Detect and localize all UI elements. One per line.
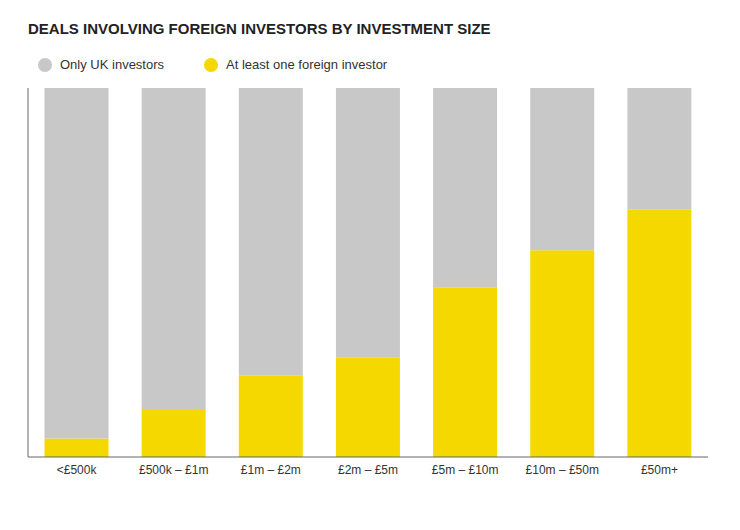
svg-text:£50m+: £50m+ [641, 463, 678, 477]
svg-text:£1m – £2m: £1m – £2m [241, 463, 301, 477]
svg-text:£10m – £50m: £10m – £50m [526, 463, 599, 477]
html-text:Only UK investors: Only UK investors [60, 57, 164, 72]
svg-text:£2m – £5m: £2m – £5m [338, 463, 398, 477]
svg-text:<£500k: <£500k [57, 463, 98, 477]
html-text:At least one foreign investor: At least one foreign investor [226, 57, 388, 72]
svg-text:£500k – £1m: £500k – £1m [139, 463, 208, 477]
html-text:DEALS INVOLVING FOREIGN INVEST: DEALS INVOLVING FOREIGN INVESTORS BY INV… [28, 20, 491, 37]
svg-text:£5m – £10m: £5m – £10m [432, 463, 499, 477]
